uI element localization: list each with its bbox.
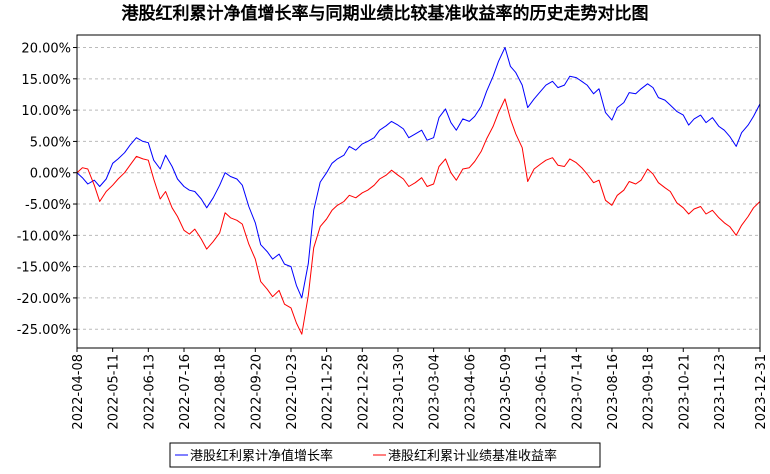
x-tick-label: 2022-04-08 bbox=[71, 354, 86, 430]
y-tick-label: -5.00% bbox=[25, 198, 71, 213]
x-tick-label: 2023-06-11 bbox=[535, 354, 550, 430]
x-tick-label: 2022-07-16 bbox=[178, 354, 193, 430]
plot-frame bbox=[76, 34, 761, 349]
series-lines bbox=[76, 47, 761, 335]
grid-lines bbox=[77, 47, 760, 330]
y-tick-label: -15.00% bbox=[17, 261, 71, 276]
x-tick-label: 2023-10-21 bbox=[677, 354, 692, 430]
y-tick-label: 5.00% bbox=[30, 135, 71, 150]
legend-label-nav: 港股红利累计净值增长率 bbox=[190, 448, 333, 464]
x-tick-label: 2023-08-16 bbox=[606, 354, 621, 430]
legend-label-benchmark: 港股红利累计业绩基准收益率 bbox=[388, 448, 557, 464]
x-tick-label: 2023-11-23 bbox=[713, 354, 728, 430]
x-tick-label: 2023-09-18 bbox=[642, 354, 657, 430]
y-tick-label: -10.00% bbox=[17, 229, 71, 244]
y-tick-label: -20.00% bbox=[17, 292, 71, 307]
x-tick-label: 2023-03-04 bbox=[428, 354, 443, 430]
x-tick-label: 2022-12-28 bbox=[356, 354, 371, 430]
y-tick-label: 20.00% bbox=[21, 42, 71, 57]
y-tick-label: -25.00% bbox=[17, 323, 71, 338]
x-tick-label: 2022-10-23 bbox=[285, 354, 300, 430]
x-tick-label: 2022-11-25 bbox=[321, 354, 336, 430]
series-line-benchmark-return bbox=[76, 98, 761, 335]
chart-title: 港股红利累计净值增长率与同期业绩比较基准收益率的历史走势对比图 bbox=[122, 3, 649, 24]
x-tick-label: 2023-04-06 bbox=[463, 354, 478, 430]
x-tick-label: 2022-08-18 bbox=[214, 354, 229, 430]
x-tick-label: 2023-01-30 bbox=[392, 354, 407, 430]
y-tick-label: 15.00% bbox=[21, 73, 71, 88]
y-tick-label: 0.00% bbox=[30, 167, 71, 182]
y-tick-label: 10.00% bbox=[21, 104, 71, 119]
y-axis: 20.00% 15.00% 10.00% 5.00% 0.00% -5.00% -10.00… bbox=[17, 42, 77, 338]
x-tick-label: 2022-05-11 bbox=[107, 354, 122, 430]
x-tick-label: 2022-09-20 bbox=[249, 354, 264, 430]
x-tick-label: 2023-12-31 bbox=[754, 354, 769, 430]
x-tick-label: 2022-06-13 bbox=[142, 354, 157, 430]
series-line-nav-growth bbox=[76, 47, 761, 299]
legend: 港股红利累计净值增长率 港股红利累计业绩基准收益率 bbox=[169, 442, 601, 468]
x-tick-label: 2023-07-14 bbox=[570, 354, 585, 430]
x-axis: 2022-04-08 2022-05-11 2022-06-13 2022-07-16… bbox=[71, 348, 769, 430]
x-tick-label: 2023-05-09 bbox=[499, 354, 514, 430]
